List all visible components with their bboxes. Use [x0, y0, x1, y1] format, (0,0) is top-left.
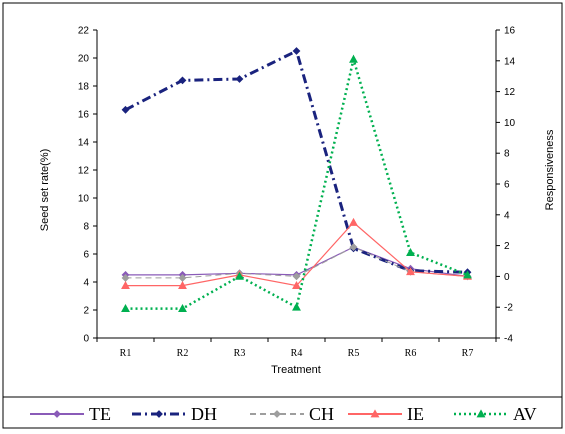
- y-tick-label: 16: [78, 110, 90, 121]
- data-point-av: [235, 271, 244, 280]
- y2-tick-label: -2: [504, 303, 513, 314]
- legend-marker-ie: [370, 409, 380, 418]
- legend-label-av: AV: [513, 404, 537, 424]
- y2-tick-label: 16: [504, 26, 516, 37]
- y-tick-label: 6: [83, 250, 89, 261]
- data-point-ch: [292, 272, 301, 281]
- data-point-ie: [406, 267, 415, 276]
- y-tick-label: 22: [78, 26, 90, 37]
- y-tick-label: 2: [83, 306, 89, 317]
- x-tick-label: R2: [177, 348, 189, 359]
- x-tick-label: R5: [348, 348, 360, 359]
- legend-label-ie: IE: [407, 404, 424, 424]
- y-tick-label: 14: [78, 138, 90, 149]
- y2-tick-label: 14: [504, 56, 516, 67]
- legend-item-ch: CH: [250, 404, 334, 424]
- legend-label-te: TE: [89, 404, 111, 424]
- data-point-av: [121, 303, 130, 312]
- series-av: [121, 54, 472, 312]
- data-point-dh: [292, 47, 301, 55]
- series-ie: [121, 217, 472, 290]
- data-point-ie: [121, 281, 130, 290]
- y-tick-label: 0: [83, 334, 89, 345]
- legend: TE DH CH IE AV: [30, 404, 537, 424]
- legend-label-dh: DH: [191, 404, 217, 424]
- legend-marker-av: [476, 409, 486, 418]
- y-tick-label: 20: [78, 54, 90, 65]
- y2-tick-label: 10: [504, 118, 516, 129]
- y2-tick-label: -4: [504, 334, 513, 345]
- data-point-av: [406, 247, 415, 256]
- data-point-av: [178, 303, 187, 312]
- x-tick-label: R1: [120, 348, 132, 359]
- data-point-dh: [178, 76, 187, 85]
- y2-tick-label: 0: [504, 272, 510, 283]
- y-axis-label: Seed set rate(%): [39, 149, 51, 232]
- legend-marker-dh: [155, 410, 163, 418]
- data-point-dh: [121, 105, 130, 114]
- data-point-av: [463, 270, 472, 279]
- y2-tick-label: 2: [504, 241, 510, 252]
- axes-group: 0 2 4 6 8 10 12 14 16 18 20 22 -4 -2 0 2 4 6 8 10 12 14 16 R1 R2…: [78, 26, 516, 360]
- x-axis-label: Treatment: [271, 364, 321, 376]
- legend-item-te: TE: [30, 404, 111, 424]
- series-group: [121, 47, 472, 312]
- y-tick-label: 18: [78, 82, 90, 93]
- x-tick-label: R4: [291, 348, 303, 359]
- y-tick-label: 10: [78, 194, 90, 205]
- outer-border: [2, 2, 563, 429]
- x-tick-label: R6: [405, 348, 417, 359]
- legend-label-ch: CH: [309, 404, 334, 424]
- data-point-ch: [349, 243, 358, 252]
- y-tick-label: 4: [83, 278, 89, 289]
- legend-item-av: AV: [454, 404, 537, 424]
- y2-tick-label: 12: [504, 87, 516, 98]
- y2-tick-label: 6: [504, 180, 510, 191]
- y2-tick-label: 4: [504, 210, 510, 221]
- y2-axis-label: Responsiveness: [544, 129, 556, 210]
- data-point-av: [292, 302, 301, 311]
- x-tick-label: R3: [234, 348, 246, 359]
- legend-marker-te: [53, 410, 61, 418]
- data-point-ie: [292, 281, 301, 290]
- y2-tick-label: 8: [504, 149, 510, 160]
- data-point-ie: [178, 281, 187, 290]
- legend-item-ie: IE: [348, 404, 424, 424]
- y-tick-label: 12: [78, 166, 90, 177]
- y-tick-label: 8: [83, 222, 89, 233]
- data-point-av: [349, 54, 358, 63]
- data-point-ie: [349, 217, 358, 226]
- legend-item-dh: DH: [132, 404, 217, 424]
- x-tick-label: R7: [462, 348, 474, 359]
- legend-marker-ch: [273, 410, 281, 418]
- data-point-dh: [235, 75, 244, 83]
